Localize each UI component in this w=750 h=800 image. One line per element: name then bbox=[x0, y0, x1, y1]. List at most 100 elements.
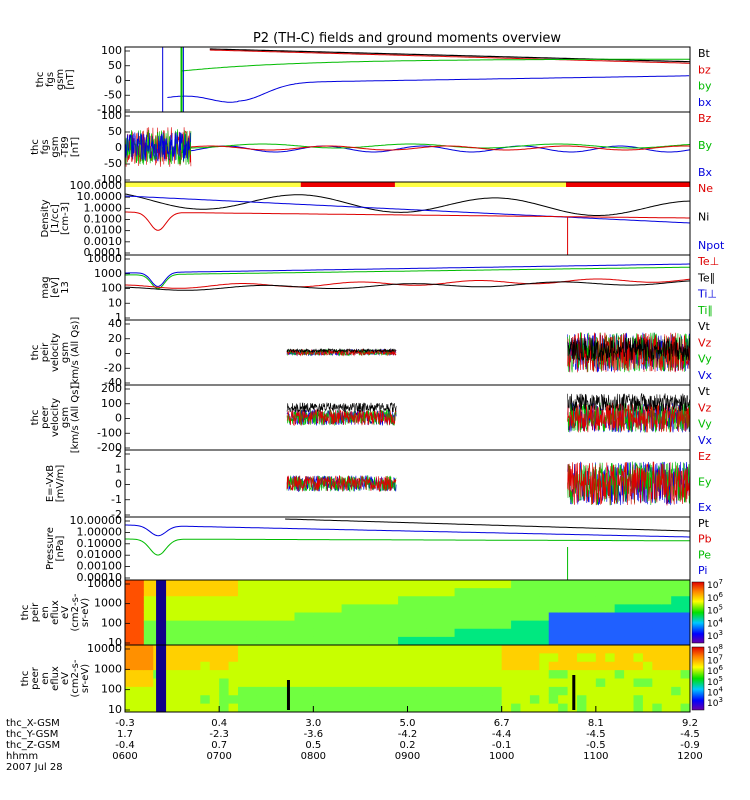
spectrogram-cell bbox=[172, 612, 182, 622]
spectrogram-cell bbox=[388, 620, 399, 630]
spectrogram-cell bbox=[285, 653, 295, 663]
spectrogram-cell bbox=[548, 604, 559, 613]
y-axis-label: [km/s (All Qs)] bbox=[70, 382, 81, 454]
spectrogram-cell bbox=[680, 653, 691, 663]
spectrogram-cell bbox=[360, 695, 371, 705]
spectrogram-cell bbox=[539, 580, 550, 589]
spectrogram-cell bbox=[190, 628, 201, 638]
footer-value: 1100 bbox=[583, 751, 608, 762]
spectrogram-cell bbox=[256, 588, 267, 597]
spectrogram-cell bbox=[172, 686, 182, 696]
spectrogram-cell bbox=[595, 670, 606, 679]
spectrogram-cell bbox=[642, 604, 653, 613]
spectrogram-cell bbox=[275, 604, 286, 613]
spectrogram-cell bbox=[577, 620, 587, 630]
spectrogram-cell bbox=[548, 580, 559, 589]
spectrogram-cell bbox=[624, 588, 634, 597]
footer-row-label: thc_Y-GSM bbox=[6, 729, 58, 740]
spectrogram-cell bbox=[671, 686, 682, 696]
colorbar-tick-exponent: 3 bbox=[718, 696, 722, 704]
spectrogram-cell bbox=[266, 620, 277, 630]
panel-plot-area bbox=[125, 255, 690, 320]
y-axis-label: mag bbox=[40, 276, 51, 298]
y-tick-label: 100 bbox=[101, 616, 122, 629]
spectrogram-cell bbox=[247, 580, 258, 589]
spectrogram-cell bbox=[680, 628, 691, 638]
spectrogram-cell bbox=[492, 670, 503, 679]
spectrogram-cell bbox=[332, 678, 343, 688]
spectrogram-cell bbox=[303, 703, 314, 713]
spectrogram-cell bbox=[143, 703, 154, 713]
spectrogram-cell bbox=[266, 653, 277, 663]
spectrogram-cell bbox=[360, 628, 371, 638]
spectrogram-cell bbox=[294, 612, 305, 622]
spectrogram-cell bbox=[256, 678, 267, 688]
spectrogram-cell bbox=[614, 686, 625, 696]
spectrogram-cell bbox=[482, 686, 493, 696]
spectrogram-cell bbox=[633, 636, 644, 646]
colorbar-tick-exponent: 7 bbox=[718, 578, 722, 586]
spectrogram-cell bbox=[398, 653, 408, 663]
spectrogram-cell bbox=[341, 645, 352, 654]
spectrogram-cell bbox=[520, 612, 531, 622]
spectrogram-cell bbox=[595, 580, 606, 589]
spectrogram-cell bbox=[595, 588, 606, 597]
spectrogram-cell bbox=[275, 678, 286, 688]
spectrogram-cell bbox=[200, 703, 211, 713]
spectrogram-cell bbox=[473, 661, 484, 671]
spectrogram-cell bbox=[369, 636, 380, 646]
spectrogram-cell bbox=[134, 620, 145, 630]
spectrogram-cell bbox=[369, 620, 380, 630]
spectrogram-cell bbox=[275, 703, 286, 713]
footer-value: 0.2 bbox=[400, 740, 416, 751]
spectrogram-cell bbox=[200, 620, 211, 630]
spectrogram-cell bbox=[332, 596, 343, 605]
spectrogram-cell bbox=[351, 580, 361, 589]
spectrogram-cell bbox=[247, 695, 258, 705]
spectrogram-cell bbox=[303, 645, 314, 654]
spectrogram-cell bbox=[285, 588, 295, 597]
spectrogram-cell bbox=[416, 636, 427, 646]
spectrogram-cell bbox=[285, 686, 295, 696]
series-Ne bbox=[125, 211, 690, 231]
spectrogram-cell bbox=[435, 686, 446, 696]
y-axis-label: 13 bbox=[60, 281, 71, 294]
spectrogram-cell bbox=[605, 604, 616, 613]
spectrogram-cell bbox=[181, 580, 192, 589]
spectrogram-cell bbox=[454, 596, 465, 605]
spectrogram-cell bbox=[633, 596, 644, 605]
spectrogram-cell bbox=[642, 588, 653, 597]
colorbar-tick-exponent: 6 bbox=[718, 664, 723, 672]
spectrogram-cell bbox=[577, 604, 587, 613]
spectrogram-cell bbox=[558, 588, 569, 597]
spectrogram-cell bbox=[482, 612, 493, 622]
spectrogram-cell bbox=[501, 628, 512, 638]
y-tick-label: 10 bbox=[108, 703, 122, 716]
spectrogram-cell bbox=[652, 620, 663, 630]
spectrogram-cell bbox=[275, 588, 286, 597]
spectrogram-cell bbox=[266, 580, 277, 589]
spectrogram-cell bbox=[624, 678, 634, 688]
spectrogram-cell bbox=[501, 695, 512, 705]
spectrogram-cell bbox=[614, 653, 625, 663]
spectrogram-cell bbox=[586, 678, 597, 688]
series-Vt bbox=[567, 392, 691, 412]
spectrogram-cell bbox=[548, 645, 559, 654]
spectrogram-cell bbox=[529, 695, 540, 705]
spectrogram-cell bbox=[586, 596, 597, 605]
spectrogram-cell bbox=[435, 636, 446, 646]
spectrogram-cell bbox=[388, 604, 399, 613]
spectrogram-cell bbox=[577, 703, 587, 713]
spectrogram-cell bbox=[464, 653, 474, 663]
y-axis-label: en bbox=[40, 606, 51, 619]
spectrogram-cell bbox=[464, 678, 474, 688]
spectrogram-cell bbox=[228, 628, 239, 638]
spectrogram-cell bbox=[520, 661, 531, 671]
spectrogram-cell bbox=[671, 661, 682, 671]
spectrogram-cell bbox=[595, 620, 606, 630]
spectrogram-cell bbox=[492, 636, 503, 646]
y-tick-label: 1000 bbox=[94, 662, 122, 675]
spectrogram-cell bbox=[501, 653, 512, 663]
spectrogram-cell bbox=[294, 580, 305, 589]
spectrogram-cell bbox=[624, 636, 634, 646]
